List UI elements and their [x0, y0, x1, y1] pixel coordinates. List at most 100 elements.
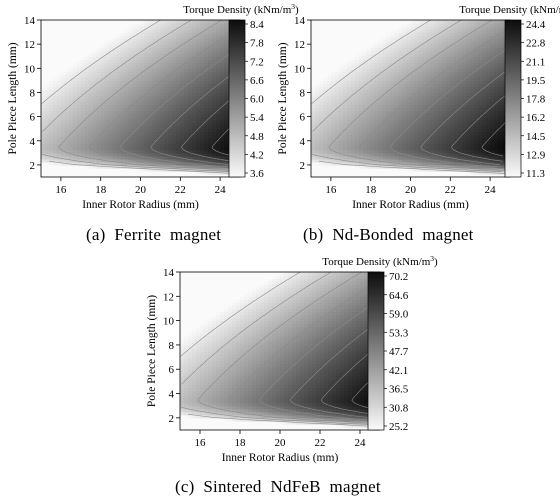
heatmap-cell	[466, 29, 471, 33]
heatmap-cell	[390, 44, 396, 48]
heatmap-cell	[482, 116, 487, 121]
heatmap-cell	[402, 59, 408, 63]
heatmap-cell	[382, 113, 388, 118]
heatmap-cell	[426, 77, 431, 81]
heatmap-cell	[390, 92, 396, 97]
heatmap-cell	[176, 50, 181, 54]
heatmap-cell	[220, 74, 225, 78]
heatmap-cell	[314, 80, 320, 84]
heatmap-cell	[446, 65, 451, 69]
heatmap-cell	[434, 47, 439, 51]
heatmap-cell	[446, 32, 451, 36]
heatmap-cell	[422, 29, 428, 33]
heatmap-cell	[462, 134, 467, 139]
heatmap-cell	[164, 44, 169, 48]
heatmap-cell	[458, 68, 463, 72]
heatmap-cell	[124, 113, 130, 118]
heatmap-cell	[422, 137, 428, 142]
heatmap-cell	[48, 131, 54, 136]
heatmap-cell	[76, 113, 82, 118]
heatmap-cell	[208, 146, 213, 151]
heatmap-cell	[478, 20, 483, 24]
heatmap-cell	[446, 149, 451, 154]
heatmap-cell	[92, 50, 98, 54]
heatmap-cell	[44, 167, 50, 172]
heatmap-cell	[41, 23, 46, 27]
heatmap-cell	[172, 50, 177, 54]
heatmap-cell	[160, 110, 165, 115]
heatmap-cell	[192, 128, 197, 133]
heatmap-cell	[410, 32, 416, 36]
heatmap-cell	[76, 161, 82, 166]
heatmap-cell	[418, 44, 424, 48]
heatmap-cell	[370, 50, 376, 54]
heatmap-cell	[394, 89, 400, 94]
heatmap-cell	[140, 38, 146, 42]
heatmap-cell	[184, 170, 189, 175]
heatmap-cell	[314, 155, 320, 160]
heatmap-cell	[462, 158, 467, 163]
heatmap-cell	[358, 53, 364, 57]
heatmap-cell	[314, 143, 320, 148]
heatmap-cell	[311, 125, 316, 130]
heatmap-cell	[462, 101, 467, 106]
heatmap-cell	[486, 104, 491, 109]
heatmap-cell	[52, 41, 58, 45]
heatmap-cell	[128, 38, 134, 42]
heatmap-cell	[314, 149, 320, 154]
heatmap-cell	[216, 83, 221, 88]
heatmap-cell	[414, 149, 420, 154]
heatmap-cell	[60, 104, 66, 109]
heatmap-cell	[350, 89, 356, 94]
heatmap-cell	[330, 110, 336, 115]
heatmap-cell	[160, 152, 165, 157]
heatmap-cell	[382, 137, 388, 142]
heatmap-cell	[200, 167, 205, 172]
heatmap-cell	[88, 92, 94, 97]
heatmap-cell	[370, 86, 376, 91]
heatmap-cell	[438, 86, 443, 91]
heatmap-cell	[482, 128, 487, 133]
heatmap-cell	[478, 143, 483, 148]
heatmap-cell	[64, 107, 70, 112]
heatmap-cell	[458, 86, 463, 91]
heatmap-cell	[390, 125, 396, 130]
heatmap-cell	[196, 77, 201, 81]
heatmap-cell	[92, 155, 98, 160]
heatmap-cell	[100, 149, 106, 154]
heatmap-cell	[334, 89, 340, 94]
heatmap-cell	[124, 143, 130, 148]
heatmap-cell	[160, 92, 165, 97]
heatmap-cell	[212, 143, 217, 148]
heatmap-cell	[434, 29, 439, 33]
heatmap-cell	[132, 119, 138, 124]
heatmap-cell	[128, 107, 134, 112]
colorbar-tick-label: 4.8	[250, 131, 264, 143]
heatmap-cell	[72, 92, 78, 97]
heatmap-cell	[48, 47, 54, 51]
heatmap-cell	[358, 47, 364, 51]
heatmap-cell	[330, 38, 336, 42]
heatmap-cell	[48, 155, 54, 160]
heatmap-cell	[180, 80, 185, 84]
heatmap-cell	[370, 113, 376, 118]
heatmap-cell	[418, 92, 424, 97]
heatmap-cell	[148, 44, 154, 48]
heatmap-cell	[216, 77, 221, 81]
heatmap-cell	[358, 107, 364, 112]
heatmap-cell	[68, 92, 74, 97]
heatmap-cell	[446, 173, 451, 178]
heatmap-cell	[378, 41, 384, 45]
heatmap-cell	[96, 35, 102, 39]
heatmap-cell	[72, 38, 78, 42]
heatmap-cell	[84, 161, 90, 166]
heatmap-cell	[60, 23, 66, 27]
heatmap-cell	[148, 80, 154, 84]
heatmap-cell	[164, 116, 169, 121]
heatmap-cell	[56, 29, 62, 33]
heatmap-cell	[192, 41, 197, 45]
heatmap-cell	[44, 101, 50, 106]
heatmap-cell	[52, 170, 58, 175]
heatmap-cell	[44, 113, 50, 118]
heatmap-cell	[116, 35, 122, 39]
